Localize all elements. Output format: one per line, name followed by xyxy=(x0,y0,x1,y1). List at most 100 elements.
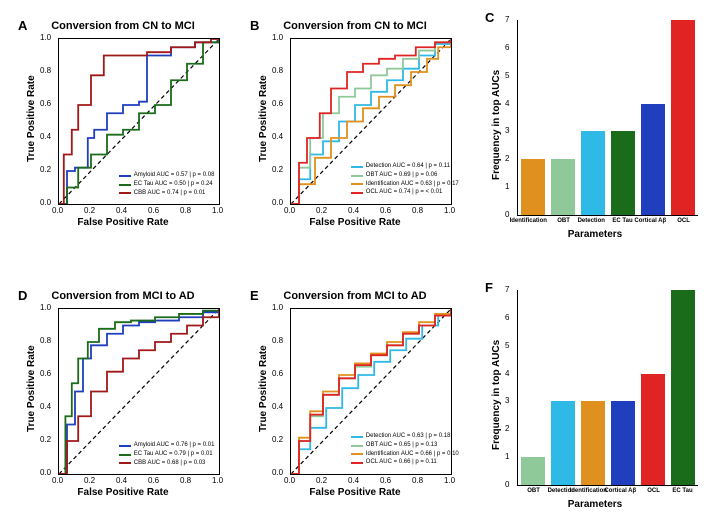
y-axis-label: True Positive Rate xyxy=(258,75,269,162)
y-tick: 0.2 xyxy=(272,435,283,444)
y-tick: 1 xyxy=(505,452,509,461)
x-tick: 0.2 xyxy=(84,206,95,215)
x-tick: 0.6 xyxy=(380,206,391,215)
y-tick: 0.6 xyxy=(272,99,283,108)
x-axis-label: Parameters xyxy=(485,229,705,240)
bar-Detection xyxy=(551,401,574,485)
y-tick: 0.8 xyxy=(40,336,51,345)
y-tick: 7 xyxy=(505,15,509,24)
y-tick: 0 xyxy=(505,480,509,489)
figure: AConversion from CN to MCITrue Positive … xyxy=(0,0,720,528)
x-tick: OCL xyxy=(647,488,660,494)
panel-label: C xyxy=(485,10,494,25)
x-tick: 0.4 xyxy=(348,206,359,215)
y-tick: 4 xyxy=(505,99,509,108)
y-tick: 0.8 xyxy=(272,66,283,75)
x-tick: 1.0 xyxy=(212,476,223,485)
roc-panel-B: BConversion from CN to MCITrue Positive … xyxy=(250,10,460,250)
x-axis-label: False Positive Rate xyxy=(18,487,228,498)
x-tick: 0.8 xyxy=(180,206,191,215)
bar-OBT xyxy=(551,159,574,215)
x-tick: 0.0 xyxy=(284,476,295,485)
y-tick: 3 xyxy=(505,126,509,135)
panel-title: Conversion from CN to MCI xyxy=(250,20,460,32)
bar-Cortical Aβ xyxy=(641,104,664,215)
y-tick: 5 xyxy=(505,71,509,80)
y-tick: 0.6 xyxy=(40,99,51,108)
roc-panel-E: EConversion from MCI to ADTrue Positive … xyxy=(250,280,460,520)
roc-panel-A: AConversion from CN to MCITrue Positive … xyxy=(18,10,228,250)
plot-area xyxy=(517,20,698,216)
y-tick: 0.2 xyxy=(272,165,283,174)
y-tick: 0.4 xyxy=(272,132,283,141)
x-tick: 1.0 xyxy=(444,476,455,485)
bar-EC Tau xyxy=(671,290,694,485)
y-tick: 3 xyxy=(505,396,509,405)
x-tick: 0.2 xyxy=(316,206,327,215)
x-tick: 0.6 xyxy=(148,476,159,485)
x-tick: Identification xyxy=(510,218,547,224)
x-tick: OBT xyxy=(557,218,570,224)
x-axis-label: False Positive Rate xyxy=(250,217,460,228)
x-tick: 0.4 xyxy=(116,476,127,485)
y-tick: 5 xyxy=(505,341,509,350)
y-tick: 1.0 xyxy=(40,33,51,42)
y-tick: 0.6 xyxy=(40,369,51,378)
y-tick: 0.2 xyxy=(40,435,51,444)
y-axis-label: Frequency in top AUCs xyxy=(491,70,502,180)
legend: Detection AUC = 0.63 | p = 0.18OBT AUC =… xyxy=(351,433,459,468)
y-tick: 0.2 xyxy=(40,165,51,174)
x-tick: 0.8 xyxy=(412,206,423,215)
legend: Detection AUC = 0.64 | p = 0.11OBT AUC =… xyxy=(351,163,459,198)
x-tick: 0.2 xyxy=(84,476,95,485)
x-tick: 1.0 xyxy=(212,206,223,215)
y-tick: 0.8 xyxy=(272,336,283,345)
x-tick: 0.0 xyxy=(52,476,63,485)
y-tick: 0.6 xyxy=(272,369,283,378)
legend: Amyloid AUC = 0.76 | p = 0.01EC Tau AUC … xyxy=(119,442,215,468)
x-tick: EC Tau xyxy=(612,218,632,224)
y-tick: 2 xyxy=(505,424,509,433)
x-tick: 0.0 xyxy=(284,206,295,215)
x-tick: 0.8 xyxy=(180,476,191,485)
x-tick: Detection xyxy=(578,218,605,224)
legend: Amyloid AUC = 0.57 | p = 0.08EC Tau AUC … xyxy=(119,172,215,198)
panel-label: F xyxy=(485,280,493,295)
y-tick: 0.4 xyxy=(40,132,51,141)
panel-title: Conversion from MCI to AD xyxy=(250,290,460,302)
x-tick: EC Tau xyxy=(672,488,692,494)
y-tick: 2 xyxy=(505,154,509,163)
bar-OCL xyxy=(671,20,694,215)
x-tick: OCL xyxy=(677,218,690,224)
x-axis-label: False Positive Rate xyxy=(18,217,228,228)
y-tick: 0.4 xyxy=(272,402,283,411)
plot-area xyxy=(517,290,698,486)
x-tick: 1.0 xyxy=(444,206,455,215)
x-tick: 0.2 xyxy=(316,476,327,485)
y-tick: 1.0 xyxy=(40,303,51,312)
y-axis-label: Frequency in top AUCs xyxy=(491,340,502,450)
x-tick: 0.0 xyxy=(52,206,63,215)
x-tick: Cortical Aβ xyxy=(604,488,636,494)
bar-panel-C: CFrequency in top AUCs01234567Identifica… xyxy=(485,10,705,250)
y-tick: 4 xyxy=(505,369,509,378)
y-tick: 6 xyxy=(505,313,509,322)
bar-Cortical Aβ xyxy=(611,401,634,485)
x-tick: 0.8 xyxy=(412,476,423,485)
y-tick: 1 xyxy=(505,182,509,191)
bar-panel-F: FFrequency in top AUCs01234567OBTDetecti… xyxy=(485,280,705,520)
y-tick: 0.0 xyxy=(40,468,51,477)
x-tick: 0.6 xyxy=(380,476,391,485)
y-tick: 0.8 xyxy=(40,66,51,75)
bar-Identification xyxy=(581,401,604,485)
y-tick: 7 xyxy=(505,285,509,294)
x-tick: OBT xyxy=(527,488,540,494)
y-tick: 6 xyxy=(505,43,509,52)
x-axis-label: Parameters xyxy=(485,499,705,510)
y-axis-label: True Positive Rate xyxy=(258,345,269,432)
bar-OBT xyxy=(521,457,544,485)
y-tick: 1.0 xyxy=(272,303,283,312)
y-tick: 0.0 xyxy=(272,198,283,207)
y-tick: 1.0 xyxy=(272,33,283,42)
x-tick: Cortical Aβ xyxy=(634,218,666,224)
